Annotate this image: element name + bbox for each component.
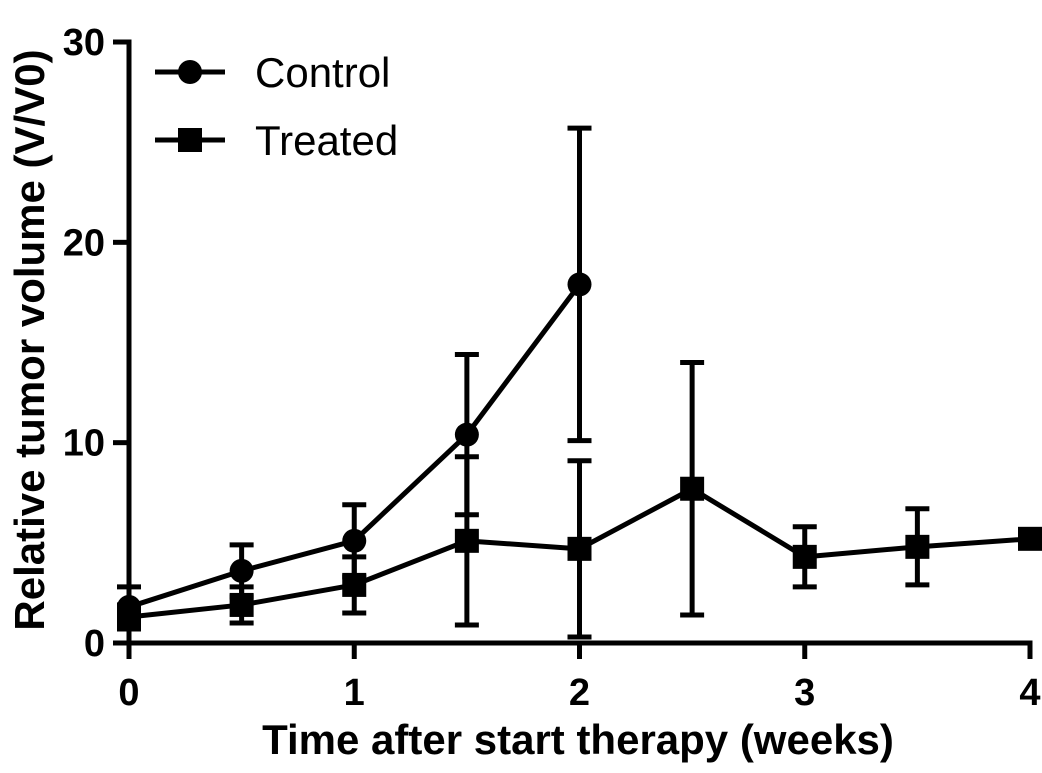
data-point [117, 604, 141, 629]
x-tick-label: 0 [118, 672, 139, 714]
series-layer [117, 125, 1042, 640]
y-tick-label: 10 [63, 423, 105, 465]
y-tick-label: 0 [84, 623, 105, 665]
x-tick-label: 1 [344, 672, 365, 714]
x-axis-title: Time after start therapy (weeks) [262, 716, 894, 763]
legend: Control Treated [155, 49, 398, 164]
ticks: 0 10 20 30 0 1 2 3 4 [63, 22, 1041, 714]
y-axis-title: Relative tumor volume (V/V0) [6, 49, 53, 630]
x-tick-label: 4 [1019, 672, 1040, 714]
data-point [342, 528, 367, 553]
data-point [229, 558, 254, 583]
y-tick-label: 30 [63, 22, 105, 64]
data-point [680, 476, 705, 501]
legend-label: Treated [255, 117, 398, 164]
data-point [1018, 526, 1042, 551]
x-tick-label: 3 [794, 672, 815, 714]
series-treated [117, 360, 1042, 640]
legend-marker [178, 60, 202, 84]
x-tick-label: 2 [569, 672, 590, 714]
data-point [454, 422, 479, 447]
data-point [567, 536, 592, 561]
legend-item-control: Control [155, 49, 390, 96]
legend-label: Control [255, 49, 390, 96]
series-control [117, 125, 592, 630]
data-point [454, 528, 479, 553]
y-tick-label: 20 [63, 222, 105, 264]
legend-marker [178, 128, 202, 152]
data-point [229, 592, 254, 617]
data-point [342, 572, 367, 597]
data-point [905, 534, 930, 559]
legend-item-treated: Treated [155, 117, 398, 164]
data-point [792, 544, 817, 569]
data-point [567, 272, 592, 297]
